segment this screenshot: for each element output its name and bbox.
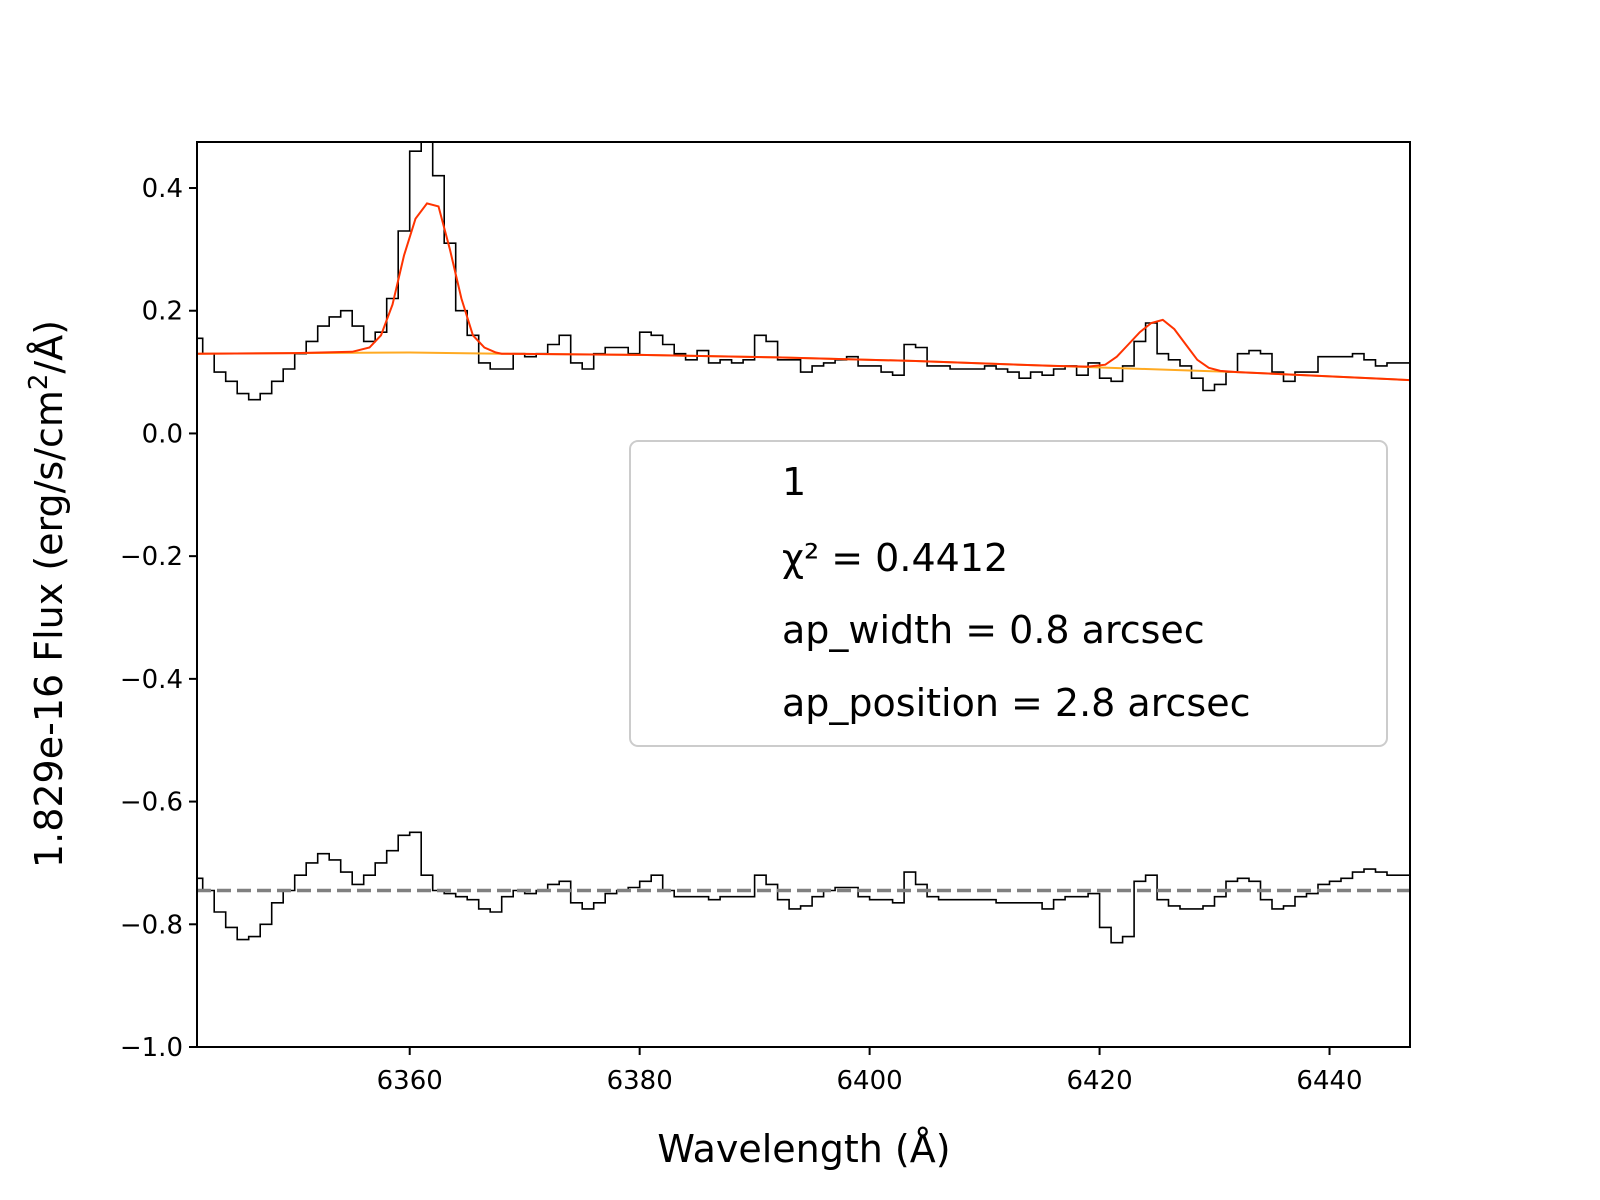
plot-frame bbox=[196, 141, 1411, 1048]
y-tick-label: −0.8 bbox=[120, 910, 183, 940]
y-tick-label: −0.2 bbox=[120, 542, 183, 572]
series-4-line bbox=[197, 202, 1410, 382]
legend-line-1: 1 bbox=[782, 460, 806, 504]
y-axis-title-exponent: 2 bbox=[24, 374, 54, 391]
y-tick-label: 0.0 bbox=[142, 419, 183, 449]
y-tick-label: −1.0 bbox=[120, 1033, 183, 1063]
x-tick-label: 6420 bbox=[1066, 1066, 1132, 1096]
ticks-layer: 6360 6380 6400 6420 6440 0.4 0.2 0.0 −0.2 −0.4 −0.… bbox=[120, 174, 1363, 1096]
series-layer bbox=[197, 142, 1410, 944]
legend: 1 χ² = 0.4412 ap_width = 0.8 arcsec ap_p… bbox=[629, 440, 1388, 747]
y-tick-label: −0.4 bbox=[120, 665, 183, 695]
y-tick-label: 0.4 bbox=[142, 174, 183, 204]
x-tick-label: 6360 bbox=[377, 1066, 443, 1096]
x-tick-label: 6440 bbox=[1296, 1066, 1362, 1096]
legend-line-3: ap_width = 0.8 arcsec bbox=[782, 608, 1205, 652]
y-tick-label: −0.6 bbox=[120, 788, 183, 818]
legend-line-4: ap_position = 2.8 arcsec bbox=[782, 681, 1250, 725]
y-axis-title-prefix: 1.829e-16 Flux (erg/s/cm bbox=[27, 390, 71, 868]
y-tick-label: 0.2 bbox=[142, 297, 183, 327]
x-tick-label: 6400 bbox=[837, 1066, 903, 1096]
legend-line-2: χ² = 0.4412 bbox=[782, 536, 1008, 580]
y-axis-title: 1.829e-16 Flux (erg/s/cm2/Å) bbox=[24, 320, 71, 868]
x-axis-title: Wavelength (Å) bbox=[657, 1127, 950, 1171]
legend-box bbox=[629, 440, 1388, 747]
y-axis-title-suffix: /Å) bbox=[27, 320, 71, 374]
x-tick-label: 6380 bbox=[607, 1066, 673, 1096]
